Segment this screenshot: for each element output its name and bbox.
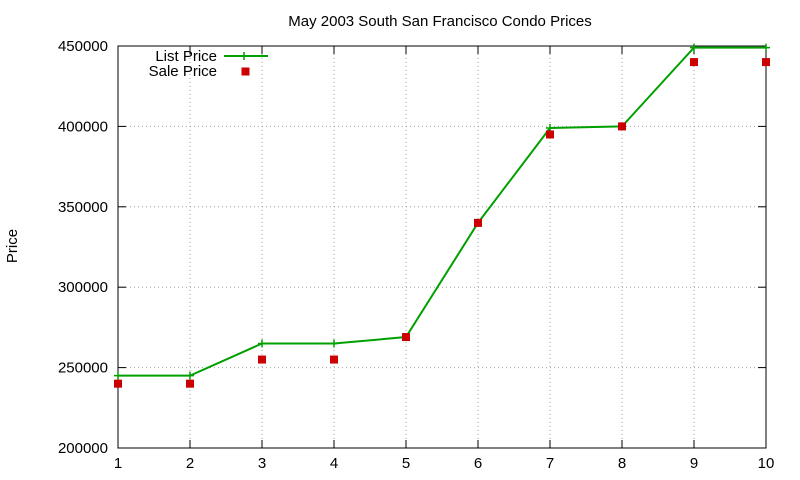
legend-marker-list-price <box>240 52 248 60</box>
legend-label-sale-price: Sale Price <box>149 63 217 80</box>
sale-price-point <box>402 333 410 342</box>
y-tick-label: 350000 <box>58 199 108 216</box>
plot-frame <box>117 45 767 449</box>
y-tick-label: 400000 <box>58 118 108 135</box>
sale-price-point <box>690 58 698 67</box>
x-tick-label: 6 <box>474 455 482 472</box>
x-tick-label: 5 <box>402 455 410 472</box>
list-price-point <box>762 43 770 52</box>
series-layer <box>114 43 770 388</box>
x-tick-label: 4 <box>330 455 338 472</box>
x-tick-label: 10 <box>758 455 775 472</box>
y-tick-label: 450000 <box>58 38 108 55</box>
list-price-point <box>114 371 122 380</box>
sale-price-point <box>258 355 266 364</box>
sale-price-point <box>186 379 194 388</box>
sale-price-point <box>618 122 626 131</box>
gridlines <box>118 46 766 448</box>
list-price-line <box>118 46 766 377</box>
legend-label-list-price: List Price <box>155 48 217 65</box>
chart-title: May 2003 South San Francisco Condo Price… <box>288 13 592 30</box>
x-tick-label: 8 <box>618 455 626 472</box>
sale-price-point <box>474 218 482 227</box>
list-price-point <box>186 371 194 380</box>
y-tick-label: 300000 <box>58 279 108 296</box>
axis-ticks: 1 2 3 4 5 6 7 8 9 10 200000 250000 300000 350000 40000… <box>58 38 774 472</box>
x-tick-label: 3 <box>258 455 266 472</box>
sale-price-point <box>546 130 554 139</box>
x-tick-label: 9 <box>690 455 698 472</box>
x-tick-label: 1 <box>114 455 122 472</box>
sale-price-point <box>330 355 338 364</box>
sale-price-point <box>114 379 122 388</box>
list-price-point <box>258 339 266 348</box>
x-tick-label: 7 <box>546 455 554 472</box>
list-price-point <box>690 43 698 52</box>
x-tick-label: 2 <box>186 455 194 472</box>
y-tick-label: 200000 <box>58 440 108 457</box>
legend: List Price Sale Price <box>149 48 268 80</box>
y-axis-label: Price <box>4 229 21 263</box>
y-tick-label: 250000 <box>58 360 108 377</box>
list-price-point <box>330 339 338 348</box>
sale-price-point <box>762 58 770 67</box>
legend-marker-sale-price <box>241 67 250 76</box>
